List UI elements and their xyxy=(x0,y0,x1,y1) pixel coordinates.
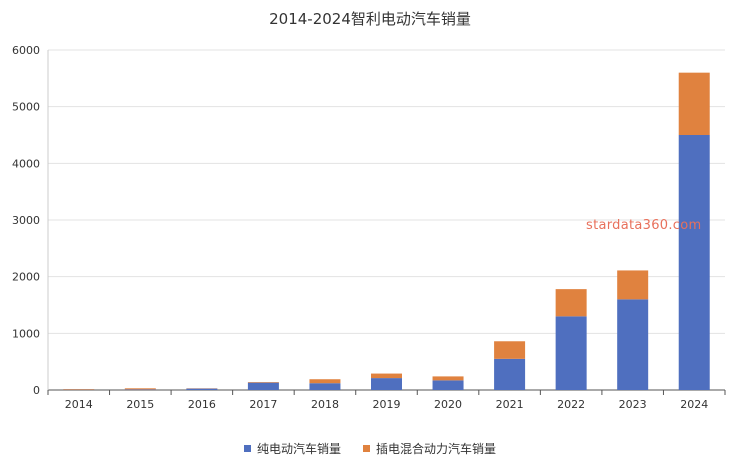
x-tick-label: 2023 xyxy=(619,398,647,411)
bar-phev xyxy=(247,382,279,383)
legend-label-bev: 纯电动汽车销量 xyxy=(256,442,341,456)
bar-phev xyxy=(678,72,710,135)
x-tick-label: 2019 xyxy=(373,398,401,411)
legend-item-phev[interactable]: 插电混合动力汽车销量 xyxy=(363,440,496,457)
chart-title: 2014-2024智利电动汽车销量 xyxy=(269,10,471,28)
legend-swatch-bev xyxy=(243,445,251,452)
y-tick-label: 2000 xyxy=(12,271,40,284)
legend-swatch-phev xyxy=(363,445,370,452)
bar-bev xyxy=(555,316,587,390)
bar-phev xyxy=(371,373,402,379)
bar-bev xyxy=(309,383,341,390)
bar-bev xyxy=(371,378,402,390)
x-tick-label: 2020 xyxy=(434,398,462,411)
x-tick-label: 2021 xyxy=(496,398,524,411)
bar-bev xyxy=(678,135,710,390)
bar-bev xyxy=(186,388,218,390)
bar-phev xyxy=(555,289,587,317)
x-tick-label: 2022 xyxy=(557,398,585,411)
watermark: stardata360.com xyxy=(586,218,702,233)
bar-phev xyxy=(309,379,341,384)
legend-item-bev[interactable]: 纯电动汽车销量 xyxy=(243,440,341,457)
bar-bev xyxy=(124,389,156,390)
bar-phev xyxy=(494,341,526,359)
bar-phev xyxy=(124,388,156,390)
bar-phev xyxy=(432,376,464,381)
bar-bev xyxy=(432,380,464,390)
y-tick-label: 3000 xyxy=(12,214,40,227)
bar-phev xyxy=(617,270,649,300)
y-tick-label: 6000 xyxy=(12,44,40,57)
x-tick-label: 2024 xyxy=(680,398,708,411)
legend-label-phev: 插电混合动力汽车销量 xyxy=(376,442,497,456)
y-tick-label: 5000 xyxy=(12,101,40,114)
bar-bev xyxy=(494,358,526,390)
bar-bev xyxy=(617,299,649,390)
x-tick-label: 2015 xyxy=(126,398,154,411)
x-tick-label: 2016 xyxy=(188,398,216,411)
legend: 纯电动汽车销量 插电混合动力汽车销量 xyxy=(0,440,740,457)
y-tick-label: 4000 xyxy=(12,157,40,170)
bar-bev xyxy=(247,382,279,390)
x-tick-label: 2014 xyxy=(65,398,93,411)
x-tick-label: 2017 xyxy=(249,398,277,411)
bar-phev xyxy=(63,389,95,390)
y-tick-label: 1000 xyxy=(12,327,40,340)
x-tick-label: 2018 xyxy=(311,398,339,411)
y-tick-label: 0 xyxy=(33,384,40,397)
